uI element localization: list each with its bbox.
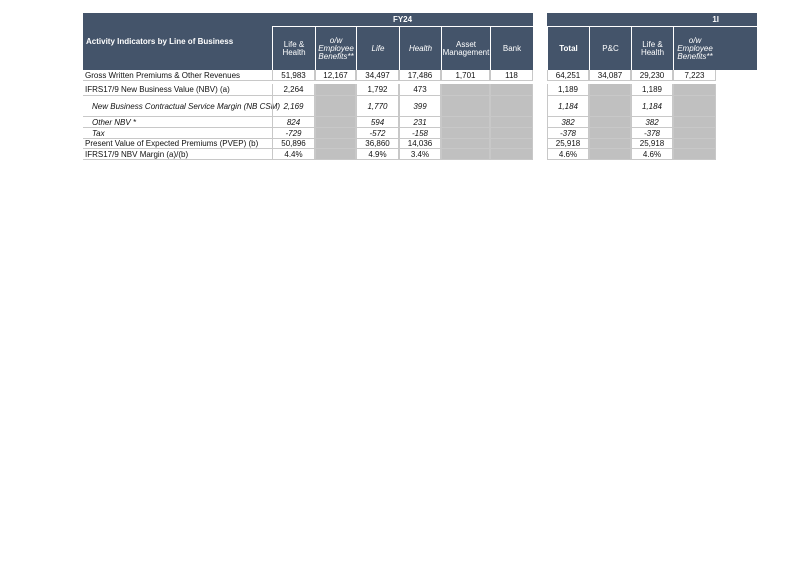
value-cell: 118	[490, 70, 533, 81]
value-cell: 17,486	[399, 70, 441, 81]
value-cell: 3.4%	[399, 149, 441, 160]
row-label: Tax	[83, 128, 272, 139]
empty-cell	[673, 139, 716, 149]
empty-cell	[490, 96, 533, 117]
group-header: FY24	[272, 13, 533, 27]
value-cell: 382	[547, 117, 589, 128]
value-cell: -158	[399, 128, 441, 139]
empty-cell	[589, 139, 631, 149]
value-cell: 1,770	[356, 96, 399, 117]
value-cell: 51,983	[272, 70, 315, 81]
value-cell: 1,184	[547, 96, 589, 117]
value-cell: 1,701	[441, 70, 490, 81]
value-cell: 1,189	[547, 84, 589, 96]
empty-cell	[673, 84, 716, 96]
empty-cell	[589, 128, 631, 139]
column-header: Total	[547, 27, 589, 70]
group-header: 1I	[547, 13, 757, 27]
column-header: Life & Health	[631, 27, 673, 70]
value-cell: 7,223	[673, 70, 716, 81]
empty-cell	[315, 84, 356, 96]
value-cell: 64,251	[547, 70, 589, 81]
empty-cell	[673, 96, 716, 117]
value-cell: -729	[272, 128, 315, 139]
row-label: Present Value of Expected Premiums (PVEP…	[83, 139, 272, 149]
column-header: Asset Management	[441, 27, 490, 70]
empty-cell	[441, 128, 490, 139]
header-filler	[716, 27, 757, 70]
value-cell: 594	[356, 117, 399, 128]
empty-cell	[315, 139, 356, 149]
row-label: Other NBV *	[83, 117, 272, 128]
column-header: o/w Employee Benefits**	[673, 27, 716, 70]
empty-cell	[315, 117, 356, 128]
value-cell: 399	[399, 96, 441, 117]
value-cell: 824	[272, 117, 315, 128]
row-label: New Business Contractual Service Margin …	[83, 96, 280, 117]
value-cell: 1,184	[631, 96, 673, 117]
empty-cell	[673, 117, 716, 128]
value-cell: -378	[631, 128, 673, 139]
empty-cell	[441, 149, 490, 160]
value-cell: 382	[631, 117, 673, 128]
value-cell: 12,167	[315, 70, 356, 81]
value-cell: 4.4%	[272, 149, 315, 160]
empty-cell	[589, 117, 631, 128]
column-header: o/w Employee Benefits**	[315, 27, 356, 70]
value-cell: 2,169	[272, 96, 315, 117]
value-cell: 36,860	[356, 139, 399, 149]
row-label: IFRS17/9 NBV Margin (a)/(b)	[83, 149, 272, 160]
empty-cell	[441, 139, 490, 149]
empty-cell	[490, 139, 533, 149]
value-cell: 14,036	[399, 139, 441, 149]
empty-cell	[441, 84, 490, 96]
empty-cell	[441, 117, 490, 128]
value-cell: 25,918	[547, 139, 589, 149]
value-cell: 34,497	[356, 70, 399, 81]
value-cell: 34,087	[589, 70, 631, 81]
empty-cell	[315, 96, 356, 117]
empty-cell	[315, 128, 356, 139]
value-cell: 4.9%	[356, 149, 399, 160]
empty-cell	[589, 96, 631, 117]
empty-cell	[315, 149, 356, 160]
empty-cell	[490, 149, 533, 160]
value-cell: 473	[399, 84, 441, 96]
empty-cell	[490, 84, 533, 96]
empty-cell	[673, 128, 716, 139]
value-cell: 231	[399, 117, 441, 128]
empty-cell	[589, 84, 631, 96]
value-cell: 1,792	[356, 84, 399, 96]
value-cell: 29,230	[631, 70, 673, 81]
empty-cell	[589, 149, 631, 160]
value-cell: 2,264	[272, 84, 315, 96]
value-cell: 4.6%	[631, 149, 673, 160]
value-cell: -572	[356, 128, 399, 139]
header-title: Activity Indicators by Line of Business	[83, 13, 272, 70]
column-header: Life	[356, 27, 399, 70]
column-header: Life & Health	[272, 27, 315, 70]
value-cell: 1,189	[631, 84, 673, 96]
value-cell: 4.6%	[547, 149, 589, 160]
row-label: IFRS17/9 New Business Value (NBV) (a)	[83, 84, 272, 96]
value-cell: -378	[547, 128, 589, 139]
column-header: P&C	[589, 27, 631, 70]
empty-cell	[490, 128, 533, 139]
value-cell: 25,918	[631, 139, 673, 149]
row-label: Gross Written Premiums & Other Revenues	[83, 70, 272, 81]
column-header: Bank	[490, 27, 533, 70]
empty-cell	[490, 117, 533, 128]
value-cell: 50,896	[272, 139, 315, 149]
empty-cell	[441, 96, 490, 117]
column-header: Health	[399, 27, 441, 70]
empty-cell	[673, 149, 716, 160]
